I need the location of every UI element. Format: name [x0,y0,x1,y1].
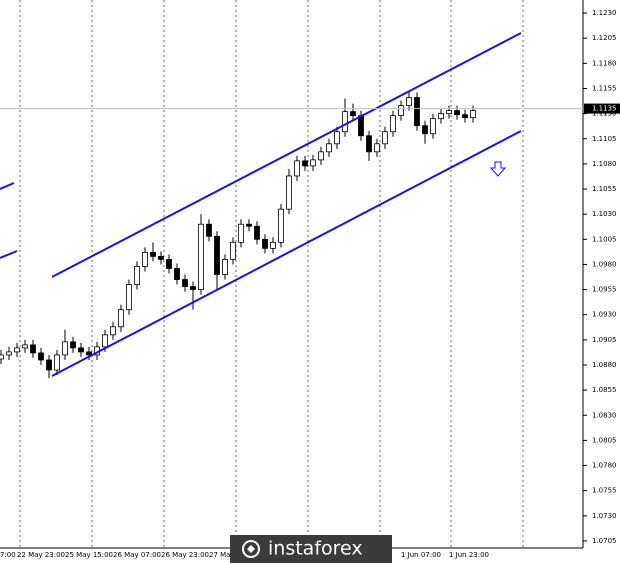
candle-body [14,347,20,353]
candle-body [302,160,308,167]
current-price-label: 1.1135 [592,105,617,113]
candle-body [366,135,372,153]
candle-body [438,113,444,120]
candle-body [230,241,236,260]
candle-body [286,175,292,210]
candle-body [334,131,340,145]
y-tick-label: 1.0830 [592,411,617,419]
candle-body [206,223,212,237]
y-tick-label: 1.0730 [592,512,617,520]
candle-body [390,115,396,133]
candle-body [86,351,92,356]
x-tick-label: 26 May 07:00 [113,551,161,559]
candle-body [246,223,252,227]
y-tick-label: 1.1005 [592,235,617,243]
candle-body [358,115,364,137]
candle-body [278,208,284,243]
candle-body [254,225,260,240]
candle-body [222,259,228,275]
candle-body [166,259,172,269]
candle-body [22,344,28,349]
candle-body [342,111,348,133]
y-tick-label: 1.1030 [592,210,617,218]
candle-body [310,159,316,167]
x-tick-label: 26 May 23:00 [161,551,209,559]
x-tick-label: 1 Jun 23:00 [449,551,489,559]
y-tick-label: 1.0780 [592,462,617,470]
candle-body [454,110,460,116]
candle-body [414,97,420,127]
y-tick-label: 1.1180 [592,59,617,67]
candle-body [30,344,36,354]
candle-body [78,347,84,353]
y-tick-label: 1.0805 [592,436,617,444]
candle-body [382,131,388,145]
y-tick-label: 1.0930 [592,311,617,319]
x-tick-label: 1 Jun 07:00 [401,551,441,559]
candle-body [198,223,204,290]
y-tick-label: 1.1055 [592,185,617,193]
candle-body [174,268,180,280]
x-tick-label: 22 May 23:00 [17,551,65,559]
y-tick-label: 1.1105 [592,135,617,143]
candle-body [182,279,188,287]
y-tick-label: 1.1205 [592,34,617,42]
candle-body [70,341,76,349]
candle-body [270,241,276,249]
candle-body [158,256,164,260]
candle-body [54,354,60,371]
watermark: instaforex [230,535,392,563]
candle-body [430,118,436,135]
candle-body [126,284,132,311]
candle-body [118,309,124,328]
candle-body [190,286,196,290]
x-tick-label: 27 Ma [209,551,230,559]
candle-body [422,125,428,135]
candle-body [350,111,356,117]
y-tick-label: 1.0880 [592,361,617,369]
candle-body [374,143,380,153]
candle-body [398,105,404,117]
candle-body [214,235,220,275]
y-tick-label: 1.0905 [592,336,617,344]
y-tick-label: 1.1155 [592,84,617,92]
y-tick-label: 1.0755 [592,487,617,495]
candle-body [406,97,412,106]
x-tick-label: 7:00 [0,551,16,559]
candle-body [238,223,244,243]
candle-body [110,326,116,336]
candle-body [134,266,140,285]
down-arrow [489,161,507,177]
y-tick-label: 1.0705 [592,537,617,545]
y-tick-label: 1.0855 [592,386,617,394]
x-tick-label: 25 May 15:00 [65,551,113,559]
candle-body [38,352,44,361]
y-tick-label: 1.0980 [592,260,617,268]
y-tick-label: 1.1230 [592,9,617,17]
candle-body [102,334,108,348]
candle-body [142,251,148,267]
y-tick-label: 1.1130 [592,110,617,118]
candle-body [6,351,12,356]
time-grid [19,0,524,548]
y-tick-label: 1.1080 [592,160,617,168]
candle-body [0,354,4,360]
current-price-box [584,103,620,114]
candle-body [318,151,324,161]
channel-lines [0,32,522,377]
candle-body [262,238,268,249]
candle-body [446,110,452,115]
candle-body [294,160,300,177]
candle-body [462,114,468,119]
candle-body [326,143,332,153]
candle-body [62,341,68,356]
candle-body [46,359,52,371]
candle-body [150,251,156,257]
y-tick-label: 1.0955 [592,286,617,294]
watermark-text: instaforex [268,538,363,560]
candle-body [470,110,476,119]
